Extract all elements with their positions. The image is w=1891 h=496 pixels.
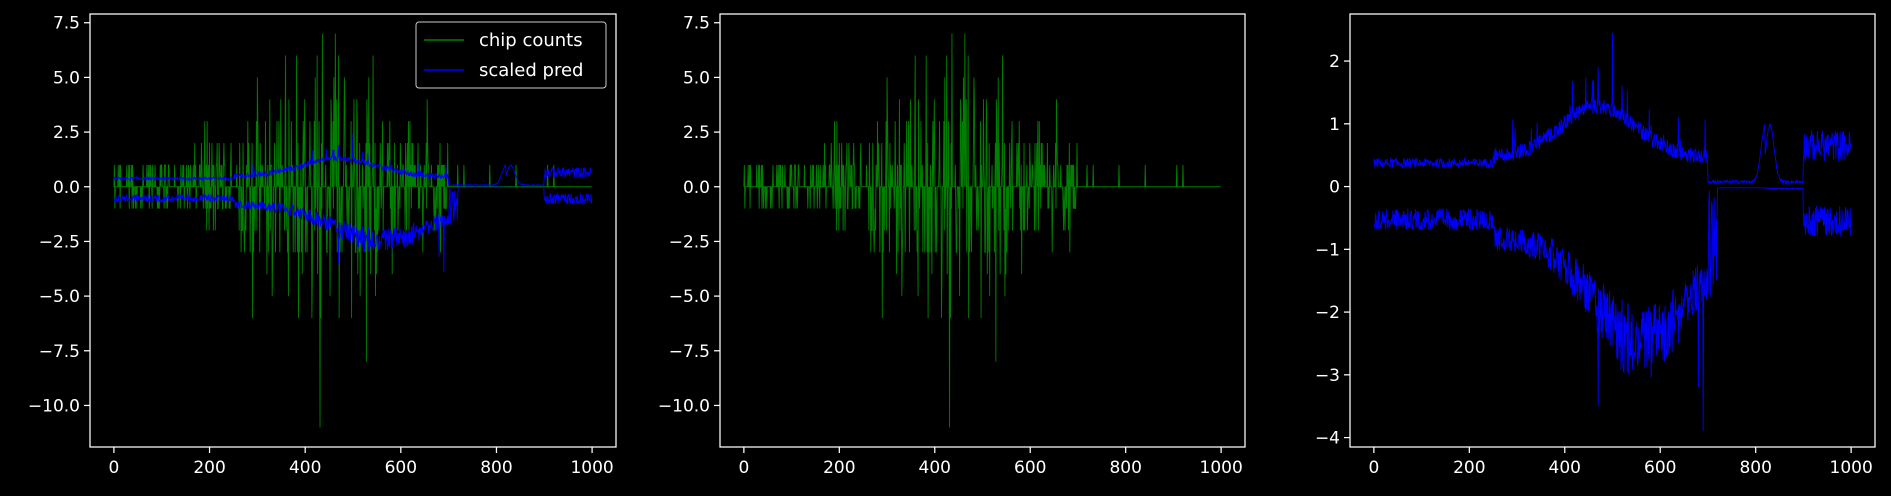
y-tick-label: 0.0 [53, 178, 80, 198]
x-tick-label: 200 [823, 458, 855, 478]
x-tick-label: 1000 [1830, 458, 1873, 478]
plot-area [743, 33, 1221, 428]
y-tick-label: 5.0 [53, 68, 80, 88]
series-scaled-pred [113, 133, 593, 187]
y-tick-label: 2.5 [683, 123, 710, 143]
series-scaled-pred [1373, 32, 1852, 186]
y-tick-label: 5.0 [683, 68, 710, 88]
x-tick-label: 800 [1109, 458, 1141, 478]
y-tick-label: −5.0 [669, 287, 710, 307]
y-tick-label: −7.5 [39, 342, 80, 362]
y-tick-label: 1 [1329, 115, 1340, 135]
x-tick-label: 800 [1739, 458, 1771, 478]
x-tick-label: 1000 [1200, 458, 1243, 478]
y-tick-label: −10.0 [658, 396, 710, 416]
legend-box [415, 21, 607, 89]
y-axis: 2 1 0 −1 −2 −3 −4 [1315, 52, 1350, 449]
y-tick-label: 2.5 [53, 123, 80, 143]
axes-frame [89, 13, 617, 448]
plot-area [113, 33, 593, 428]
series-chip-counts [113, 33, 592, 428]
y-tick-label: −10.0 [28, 396, 80, 416]
x-tick-label: 0 [108, 458, 119, 478]
y-tick-label: −1 [1315, 240, 1340, 260]
y-tick-label: 7.5 [683, 14, 710, 34]
axes-frame [719, 13, 1246, 448]
y-tick-label: 0 [1329, 178, 1340, 198]
x-tick-label: 600 [385, 458, 417, 478]
chart-panel-left: 0 200 400 600 800 1000 7.5 5.0 2.5 0.0 −2.5 −5.0 −7… [28, 13, 617, 478]
x-tick-label: 600 [1644, 458, 1676, 478]
series-chip-counts [743, 33, 1221, 428]
y-tick-label: 7.5 [53, 14, 80, 34]
x-axis: 0 200 400 600 800 1000 [1368, 447, 1873, 478]
y-tick-label: −7.5 [669, 342, 710, 362]
y-tick-label: −2.5 [39, 232, 80, 252]
x-axis: 0 200 400 600 800 1000 [738, 447, 1243, 478]
x-tick-label: 400 [289, 458, 321, 478]
legend: chip counts scaled pred [415, 21, 607, 89]
y-tick-label: −5.0 [39, 287, 80, 307]
axes-frame [1349, 13, 1876, 448]
x-tick-label: 0 [1368, 458, 1379, 478]
series-scaled-pred [113, 186, 593, 273]
y-tick-label: −4 [1315, 429, 1340, 449]
y-axis: 7.5 5.0 2.5 0.0 −2.5 −5.0 −7.5 −10.0 [658, 14, 720, 416]
x-tick-label: 800 [480, 458, 512, 478]
y-tick-label: 0.0 [683, 178, 710, 198]
x-tick-label: 200 [1453, 458, 1485, 478]
x-tick-label: 600 [1014, 458, 1046, 478]
x-tick-label: 400 [919, 458, 951, 478]
y-tick-label: −2.5 [669, 232, 710, 252]
chart-panel-right: 0 200 400 600 800 1000 2 1 0 −1 −2 −3 −4 [1315, 13, 1876, 478]
x-tick-label: 400 [1549, 458, 1581, 478]
x-tick-label: 0 [738, 458, 749, 478]
y-tick-label: −2 [1315, 303, 1340, 323]
x-tick-label: 200 [193, 458, 225, 478]
chart-panel-middle: 0 200 400 600 800 1000 7.5 5.0 2.5 0.0 −2.5 −5.0 −7… [658, 13, 1246, 478]
legend-label-scaled-pred: scaled pred [479, 60, 583, 81]
y-axis: 7.5 5.0 2.5 0.0 −2.5 −5.0 −7.5 −10.0 [28, 14, 90, 416]
x-tick-label: 1000 [570, 458, 613, 478]
plot-area [1373, 32, 1852, 432]
x-axis: 0 200 400 600 800 1000 [108, 447, 614, 478]
legend-label-chip-counts: chip counts [479, 30, 583, 51]
series-scaled-pred [1373, 186, 1852, 432]
y-tick-label: 2 [1329, 52, 1340, 72]
y-tick-label: −3 [1315, 366, 1340, 386]
